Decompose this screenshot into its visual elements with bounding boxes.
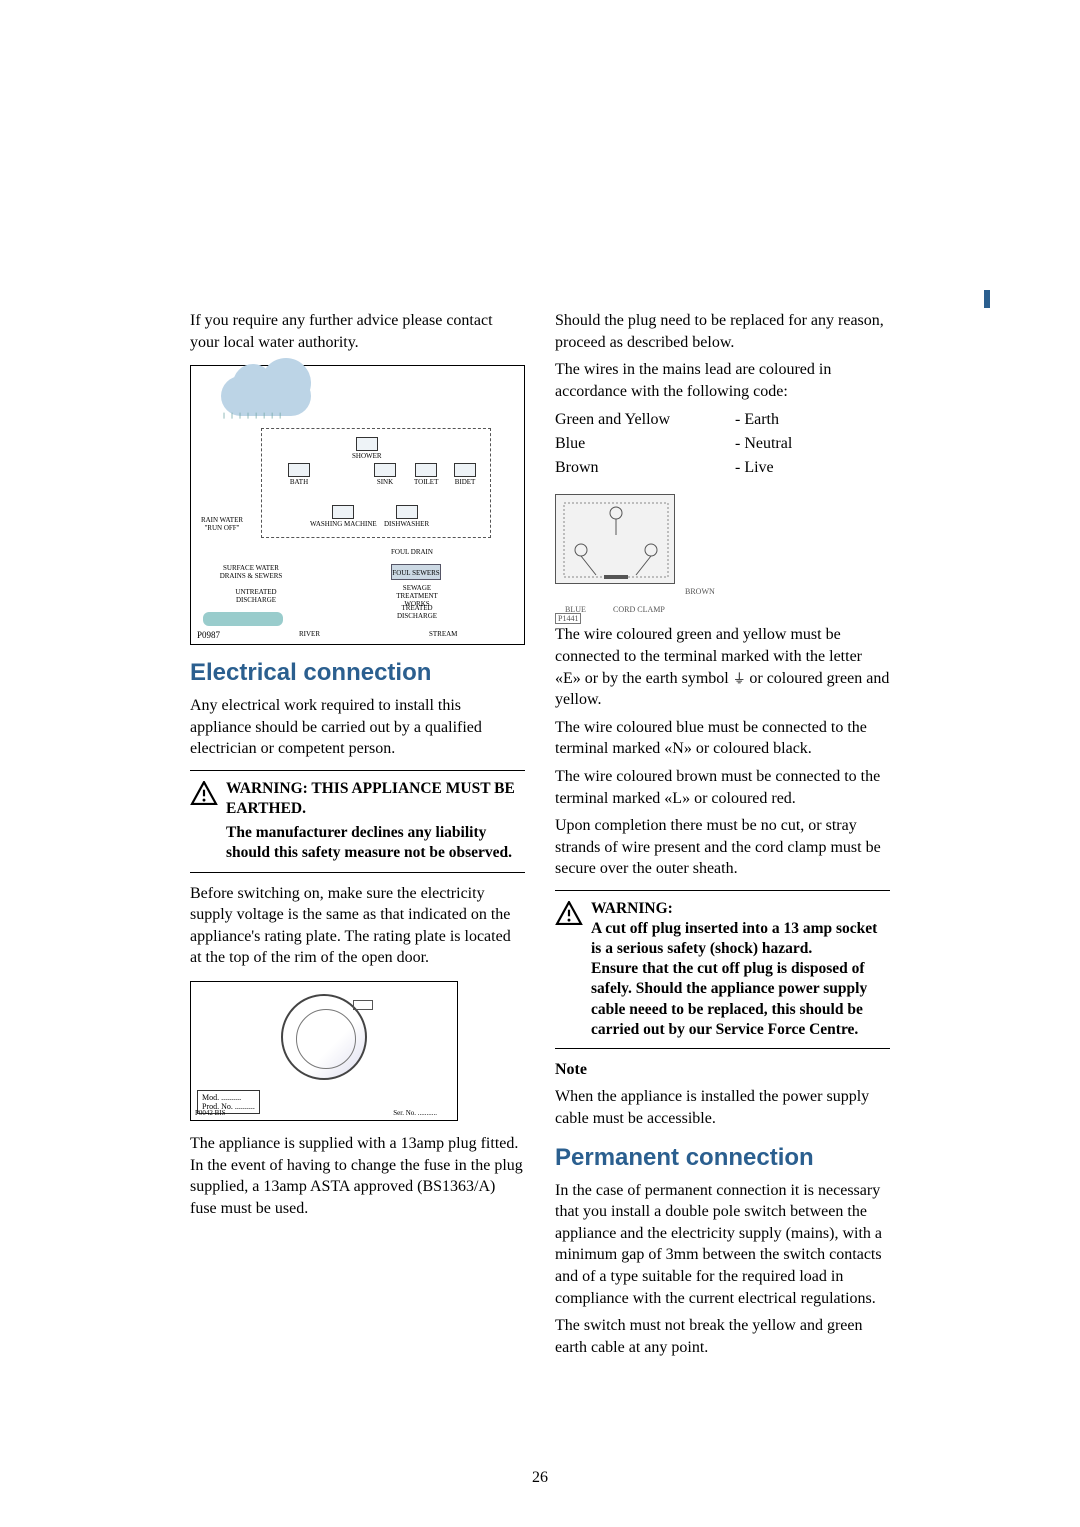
wire-role: - Live bbox=[735, 456, 774, 480]
label-treated: TREATED DISCHARGE bbox=[387, 604, 447, 620]
plug-replace-text: Should the plug need to be replaced for … bbox=[555, 310, 890, 353]
label-bidet: BIDET bbox=[455, 478, 476, 486]
page-content: If you require any further advice please… bbox=[0, 0, 1080, 1424]
note-heading: Note bbox=[555, 1059, 890, 1081]
wire-name: Brown bbox=[555, 456, 735, 480]
earthing-warning-block: WARNING: THIS APPLIANCE MUST BE EARTHED.… bbox=[190, 770, 525, 873]
label-untreated: UNTREATED DISCHARGE bbox=[221, 588, 291, 604]
cloud-icon bbox=[221, 376, 311, 416]
permanent-connection-text-1: In the case of permanent connection it i… bbox=[555, 1180, 890, 1310]
label-cord-clamp: CORD CLAMP bbox=[613, 605, 665, 614]
rating-plate-text: Before switching on, make sure the elect… bbox=[190, 883, 525, 969]
completion-text: Upon completion there must be no cut, or… bbox=[555, 815, 890, 880]
water-system-figure: ╵╵╵╵╵╵╵╵ SHOWER BATH SINK TOILET bbox=[190, 365, 525, 645]
figure-code-plug: P1441 bbox=[555, 613, 581, 624]
water-advice-text: If you require any further advice please… bbox=[190, 310, 525, 353]
warning-triangle-icon bbox=[190, 781, 218, 805]
label-mod: Mod. .......... bbox=[202, 1093, 255, 1102]
earthing-warning-text: WARNING: THIS APPLIANCE MUST BE EARTHED. bbox=[226, 779, 525, 819]
label-ser: Ser. No. ........... bbox=[393, 1109, 437, 1117]
live-wire-text: The wire coloured brown must be connecte… bbox=[555, 766, 890, 809]
plug-fuse-text: The appliance is supplied with a 13amp p… bbox=[190, 1133, 525, 1219]
door-circle-icon bbox=[281, 994, 367, 1080]
table-row: Brown - Live bbox=[555, 456, 890, 480]
earth-wire-text: The wire coloured green and yellow must … bbox=[555, 624, 890, 710]
label-foul-sewers: FOUL SEWERS bbox=[391, 564, 441, 580]
label-bath: BATH bbox=[290, 478, 308, 486]
label-wm: WASHING MACHINE bbox=[310, 520, 377, 528]
label-toilet: TOILET bbox=[414, 478, 438, 486]
label-shower: SHOWER bbox=[352, 452, 382, 460]
rating-plate-figure: Mod. .......... Prod. No. .......... P00… bbox=[190, 981, 458, 1121]
label-sink: SINK bbox=[377, 478, 393, 486]
warning-heading: WARNING: bbox=[591, 899, 890, 919]
table-row: Green and Yellow - Earth bbox=[555, 408, 890, 432]
wire-name: Green and Yellow bbox=[555, 408, 735, 432]
left-column: If you require any further advice please… bbox=[190, 310, 525, 1364]
label-stream: STREAM bbox=[429, 630, 457, 638]
wire-colour-intro: The wires in the mains lead are coloured… bbox=[555, 359, 890, 402]
page-number: 26 bbox=[532, 1469, 548, 1487]
section-tab-marker bbox=[984, 290, 990, 308]
cutoff-warning-text-a: A cut off plug inserted into a 13 amp so… bbox=[591, 919, 890, 959]
figure-code-plate: P0042 BIS bbox=[195, 1109, 226, 1117]
house-outline: SHOWER BATH SINK TOILET BIDET bbox=[261, 428, 491, 538]
label-foul-drain: FOUL DRAIN bbox=[391, 548, 433, 556]
wire-role: - Earth bbox=[735, 408, 779, 432]
electrical-intro-text: Any electrical work required to install … bbox=[190, 695, 525, 760]
permanent-connection-text-2: The switch must not break the yellow and… bbox=[555, 1315, 890, 1358]
label-brown: BROWN bbox=[685, 587, 715, 596]
label-river: RIVER bbox=[299, 630, 320, 638]
label-surface: SURFACE WATER DRAINS & SEWERS bbox=[211, 564, 291, 580]
figure-code-water: P0987 bbox=[197, 630, 220, 640]
wire-name: Blue bbox=[555, 432, 735, 456]
cutoff-warning-text-b: Ensure that the cut off plug is disposed… bbox=[591, 959, 890, 1040]
heading-electrical-connection: Electrical connection bbox=[190, 659, 525, 687]
plug-wiring-figure: GREEN & YELLOW BLUE BROWN CORD CLAMP P14… bbox=[555, 494, 756, 624]
plug-diagram-icon bbox=[556, 495, 676, 585]
neutral-wire-text: The wire coloured blue must be connected… bbox=[555, 717, 890, 760]
warning-triangle-icon bbox=[555, 901, 583, 925]
label-rainwater: RAIN WATER "RUN OFF" bbox=[197, 516, 247, 532]
label-dw: DISHWASHER bbox=[384, 520, 429, 528]
wire-colour-table: Green and Yellow - Earth Blue - Neutral … bbox=[555, 408, 890, 480]
wire-role: - Neutral bbox=[735, 432, 792, 456]
table-row: Blue - Neutral bbox=[555, 432, 890, 456]
earth-symbol-icon: ⏚ bbox=[733, 671, 750, 686]
cutoff-plug-warning-block: WARNING: A cut off plug inserted into a … bbox=[555, 890, 890, 1049]
rain-icon: ╵╵╵╵╵╵╵╵ bbox=[221, 414, 285, 425]
right-column: Should the plug need to be replaced for … bbox=[555, 310, 890, 1364]
river-icon bbox=[203, 612, 283, 626]
heading-permanent-connection: Permanent connection bbox=[555, 1144, 890, 1172]
note-text: When the appliance is installed the powe… bbox=[555, 1086, 890, 1129]
earthing-warning-subtext: The manufacturer declines any liability … bbox=[226, 823, 525, 863]
